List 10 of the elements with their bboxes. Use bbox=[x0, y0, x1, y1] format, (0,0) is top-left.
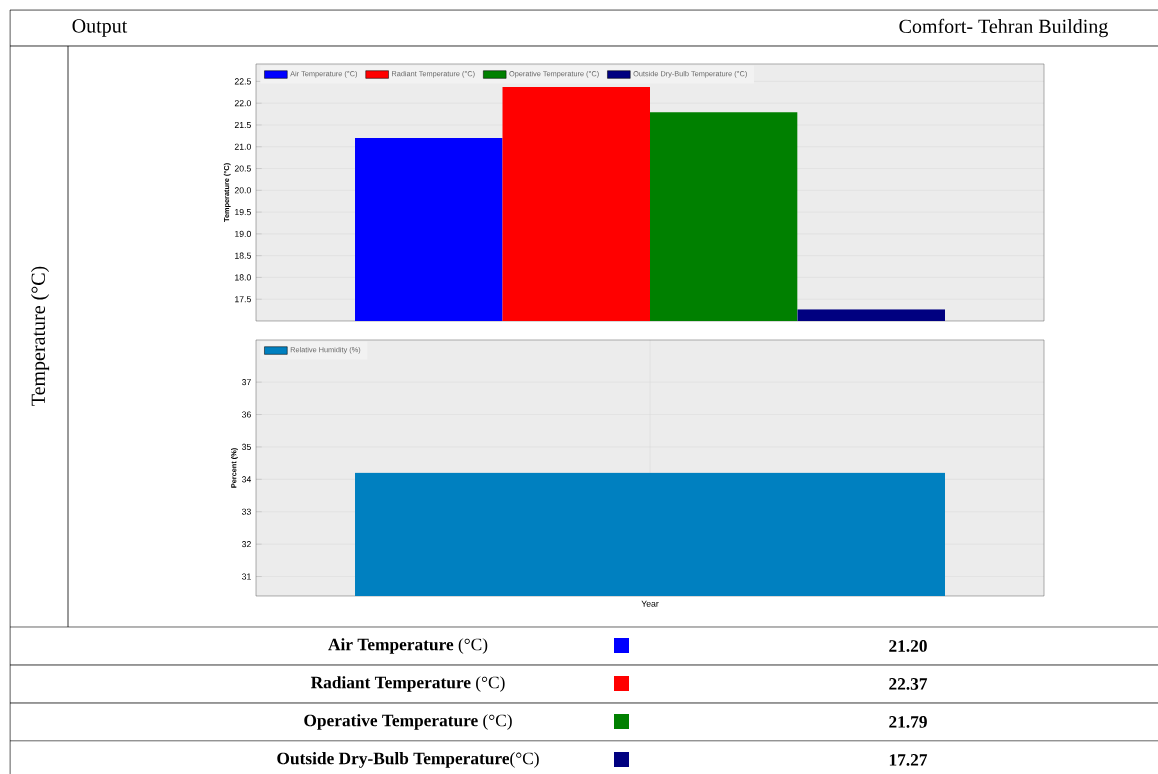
text: Radiant Temperature (°C) bbox=[310, 676, 505, 692]
chart-title: Output bbox=[72, 19, 128, 37]
chart-subtitle: Comfort- Tehran Building bbox=[899, 18, 1108, 38]
text: Air Temperature (°C) bbox=[328, 638, 488, 654]
text: Outside Dry-Bulb Temperature(°C) bbox=[277, 752, 539, 768]
text: 21.20 bbox=[889, 640, 927, 652]
text: Operative Temperature (°C) bbox=[304, 714, 512, 730]
text: 22.37 bbox=[889, 678, 928, 690]
text: 21.79 bbox=[889, 716, 927, 728]
text: 17.27 bbox=[889, 754, 928, 766]
